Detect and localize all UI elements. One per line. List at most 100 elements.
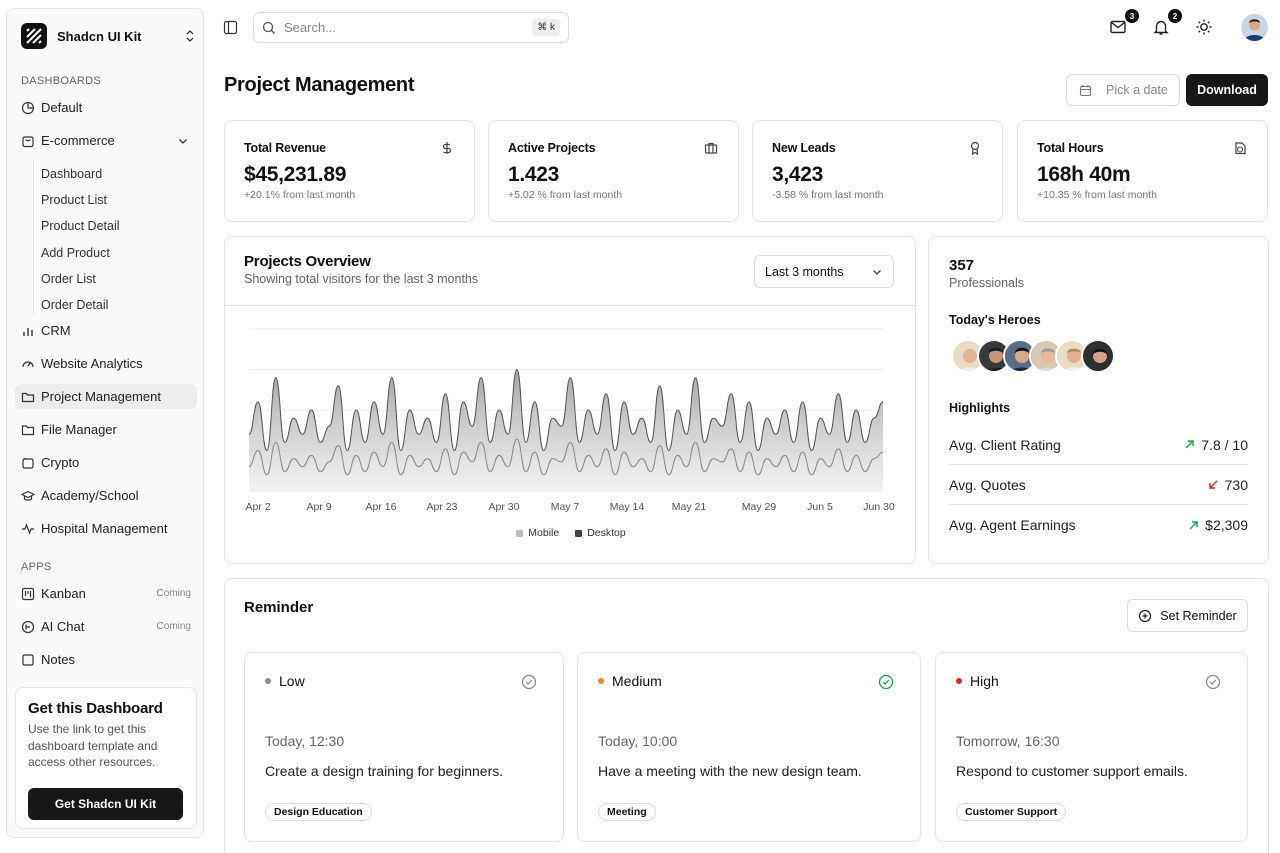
overview-subtitle: Showing total visitors for the last 3 mo…	[244, 272, 479, 286]
sidebar-item-project-management[interactable]: Project Management	[15, 384, 197, 409]
x-tick-label: May 14	[610, 501, 645, 513]
x-tick-label: Apr 9	[306, 501, 331, 513]
sidebar-item-label: Kanban	[41, 586, 86, 601]
promo-title: Get this Dashboard	[28, 700, 163, 717]
graduation-cap-icon	[21, 490, 35, 501]
reminder-title: Reminder	[244, 599, 314, 616]
sidebar-item-file-manager[interactable]: File Manager	[15, 417, 197, 442]
chevron-down-icon	[873, 269, 881, 275]
legend-label: Mobile	[528, 527, 560, 539]
sidebar-subitem-dashboard[interactable]: Dashboard	[41, 167, 103, 181]
highlight-value: 730	[1224, 476, 1248, 493]
avatar[interactable]	[1081, 339, 1115, 373]
brand-switcher[interactable]: Shadcn UI Kit	[21, 22, 197, 50]
range-select[interactable]: Last 3 months	[754, 255, 894, 288]
chevron-down-icon	[179, 138, 187, 144]
date-picker-button[interactable]: Pick a date	[1066, 74, 1180, 106]
notification-count-badge: 2	[1168, 9, 1182, 23]
x-tick-label: May 7	[551, 501, 580, 513]
sidebar-subitem-order-detail[interactable]: Order Detail	[41, 298, 109, 312]
highlight-label: Avg. Quotes	[949, 476, 1026, 493]
sidebar-item-ecommerce[interactable]: E-commerce	[15, 128, 197, 153]
calendar-icon	[1079, 84, 1092, 96]
reminder-time: Today, 12:30	[265, 733, 345, 749]
sidebar-item-crm[interactable]: CRM	[15, 318, 197, 343]
folder-icon	[21, 424, 35, 435]
sun-icon[interactable]	[1195, 18, 1213, 36]
x-tick-label: Apr 16	[366, 501, 397, 513]
sidebar-item-ai-chat[interactable]: AI Chat Coming	[15, 614, 197, 639]
sidebar-item-crypto[interactable]: Crypto	[15, 450, 197, 475]
overview-chart: Apr 2 Apr 9 Apr 16 Apr 23 Apr 30 May 7 May 14 M…	[245, 328, 895, 513]
reminder-text: Respond to customer support emails.	[956, 763, 1188, 779]
set-reminder-button[interactable]: Set Reminder	[1127, 599, 1248, 632]
priority-label: Medium	[598, 673, 900, 689]
search-input[interactable]: Search... ⌘ k	[253, 12, 569, 43]
download-button[interactable]: Download	[1186, 74, 1268, 106]
get-kit-button[interactable]: Get Shadcn UI Kit	[28, 788, 183, 820]
clock-icon	[1235, 142, 1246, 155]
sidebar-item-label: Hospital Management	[41, 521, 168, 536]
sidebar-item-label: Academy/School	[41, 488, 139, 503]
priority-text: High	[970, 673, 999, 689]
stat-value: 3,423	[772, 163, 824, 186]
coming-badge: Coming	[156, 588, 191, 599]
date-picker-placeholder: Pick a date	[1106, 83, 1168, 97]
legend-swatch	[516, 529, 524, 537]
sidebar-subitem-product-list[interactable]: Product List	[41, 193, 108, 207]
sidebar-item-notes[interactable]: Notes	[15, 647, 197, 672]
stat-change: +5.02 % from last month	[508, 189, 623, 201]
user-avatar[interactable]	[1241, 14, 1268, 41]
projects-overview-card: Projects Overview Showing total visitors…	[224, 236, 916, 564]
priority-text: Low	[279, 673, 305, 689]
x-tick-label: Apr 23	[427, 501, 458, 513]
priority-label: Low	[265, 673, 543, 689]
heroes-title: Today's Heroes	[949, 313, 1041, 327]
sidebar-subitem-add-product[interactable]: Add Product	[41, 246, 110, 260]
sidebar-item-label: E-commerce	[41, 133, 115, 148]
range-select-value: Last 3 months	[765, 264, 844, 279]
stat-value: $45,231.89	[244, 163, 347, 186]
check-circle-icon[interactable]	[1205, 674, 1221, 690]
series-line-desktop	[248, 438, 884, 476]
overview-title: Projects Overview	[244, 253, 371, 270]
stat-title: Total Revenue	[244, 141, 326, 155]
notes-icon	[22, 653, 34, 666]
sidebar-toggle-icon[interactable]	[223, 20, 238, 35]
kanban-icon	[21, 587, 35, 600]
dashboards-section-label: DASHBOARDS	[21, 75, 102, 87]
reminder-time: Today, 10:00	[598, 733, 678, 749]
x-tick-label: Apr 30	[489, 501, 520, 513]
check-circle-icon[interactable]	[878, 674, 894, 690]
avatar[interactable]	[1003, 339, 1037, 373]
professionals-label: Professionals	[949, 276, 1025, 290]
stat-value: 168h 40m	[1037, 163, 1131, 186]
series-line-mobile	[248, 368, 884, 452]
sidebar-item-hospital[interactable]: Hospital Management	[15, 516, 197, 541]
dollar-icon	[442, 142, 452, 154]
check-circle-icon[interactable]	[521, 674, 537, 690]
overview-header: Projects Overview Showing total visitors…	[225, 237, 915, 306]
mail-icon[interactable]	[1109, 18, 1127, 36]
priority-dot	[265, 678, 271, 684]
coming-badge: Coming	[156, 621, 191, 632]
chart-legend: Mobile Desktop	[225, 527, 917, 539]
trend-up-icon	[1185, 440, 1194, 449]
sidebar-subitem-order-list[interactable]: Order List	[41, 272, 96, 286]
reminder-card: Reminder Set Reminder Low Today, 12:30 C…	[224, 578, 1269, 853]
stat-change: +20.1% from last month	[244, 189, 356, 201]
priority-dot	[598, 678, 604, 684]
reminder-item-medium: Medium Today, 10:00 Have a meeting with …	[577, 652, 921, 842]
sidebar-item-kanban[interactable]: Kanban Coming	[15, 581, 197, 606]
stat-card-hours: Total Hours 168h 40m +10.35 % from last …	[1017, 120, 1268, 222]
reminder-item-low: Low Today, 12:30 Create a design trainin…	[244, 652, 564, 842]
sidebar-item-default[interactable]: Default	[15, 95, 197, 120]
bell-icon[interactable]	[1152, 18, 1170, 36]
sidebar-subitem-product-detail[interactable]: Product Detail	[41, 219, 120, 233]
avatar[interactable]	[951, 339, 985, 373]
sidebar-item-academy[interactable]: Academy/School	[15, 483, 197, 508]
sidebar-item-label: Website Analytics	[41, 356, 143, 371]
chevron-updown-icon	[186, 30, 194, 42]
sidebar-item-website-analytics[interactable]: Website Analytics	[15, 351, 197, 376]
shopping-bag-icon	[22, 135, 34, 147]
